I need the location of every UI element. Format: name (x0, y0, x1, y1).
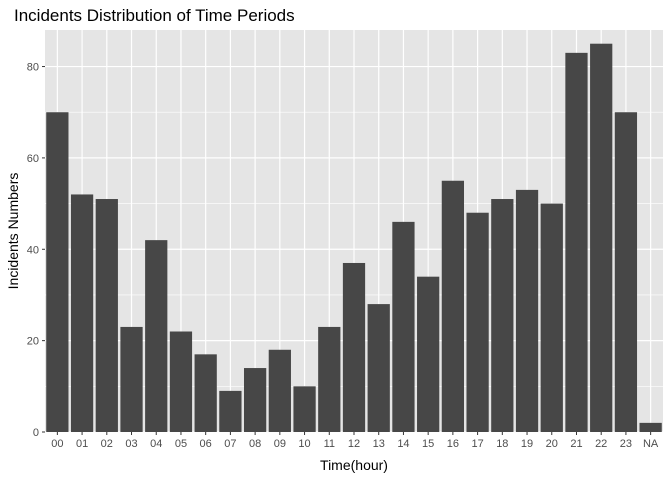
bar-22 (590, 43, 613, 433)
bar-19 (515, 189, 539, 432)
bar-23 (614, 112, 638, 433)
bar-04 (145, 240, 168, 432)
y-tick-label: 40 (27, 244, 39, 256)
x-tick-label: 19 (521, 438, 533, 450)
x-tick-label: 12 (348, 438, 360, 450)
bar-12 (342, 262, 366, 432)
y-axis: 0 20 40 60 80 (27, 62, 45, 439)
x-tick-label: 13 (373, 438, 385, 450)
bars (46, 43, 662, 433)
bar-06 (194, 354, 217, 432)
x-tick-label: 14 (397, 438, 409, 450)
x-tick-label: 03 (125, 438, 137, 450)
bar-17 (466, 212, 489, 432)
bar-08 (243, 368, 267, 432)
bar-14 (392, 221, 415, 432)
bar-NA (639, 422, 662, 432)
chart-title: Incidents Distribution of Time Periods (14, 6, 295, 25)
x-tick-label: NA (643, 438, 659, 450)
x-tick-label: 16 (447, 438, 459, 450)
bar-18 (491, 199, 514, 432)
x-tick-label: 21 (570, 438, 582, 450)
bar-09 (268, 349, 291, 432)
x-tick-label: 04 (150, 438, 162, 450)
bar-10 (293, 386, 316, 432)
bar-13 (367, 304, 390, 432)
bar-00 (46, 112, 69, 433)
x-tick-label: 06 (200, 438, 212, 450)
bar-05 (169, 331, 193, 432)
x-tick-label: 07 (224, 438, 236, 450)
x-tick-label: 05 (175, 438, 187, 450)
x-tick-label: 09 (274, 438, 286, 450)
x-tick-label: 10 (298, 438, 310, 450)
x-axis-title: Time(hour) (320, 457, 388, 473)
x-tick-label: 00 (51, 438, 63, 450)
bar-07 (219, 390, 242, 432)
y-tick-label: 0 (33, 427, 39, 439)
x-tick-label: 15 (422, 438, 434, 450)
x-axis: 00 01 02 03 04 05 06 07 08 09 10 11 12 13 14 15 16 17 18 19… (51, 432, 659, 450)
y-tick-label: 60 (27, 153, 39, 165)
y-axis-title: Incidents Numbers (5, 173, 21, 290)
x-tick-label: 18 (496, 438, 508, 450)
bar-15 (417, 276, 440, 432)
x-tick-label: 08 (249, 438, 261, 450)
x-tick-label: 20 (546, 438, 558, 450)
bar-02 (95, 199, 118, 432)
bar-21 (565, 52, 588, 432)
x-tick-label: 01 (76, 438, 88, 450)
x-tick-label: 02 (101, 438, 113, 450)
bar-03 (120, 326, 143, 432)
y-tick-label: 80 (27, 62, 39, 74)
x-tick-label: 17 (471, 438, 483, 450)
x-tick-label: 23 (620, 438, 632, 450)
x-tick-label: 11 (324, 438, 335, 450)
bar-11 (318, 326, 341, 432)
bar-01 (70, 194, 94, 432)
bar-16 (441, 180, 465, 432)
x-tick-label: 22 (595, 438, 607, 450)
bar-20 (540, 203, 563, 432)
y-tick-label: 20 (27, 336, 39, 348)
